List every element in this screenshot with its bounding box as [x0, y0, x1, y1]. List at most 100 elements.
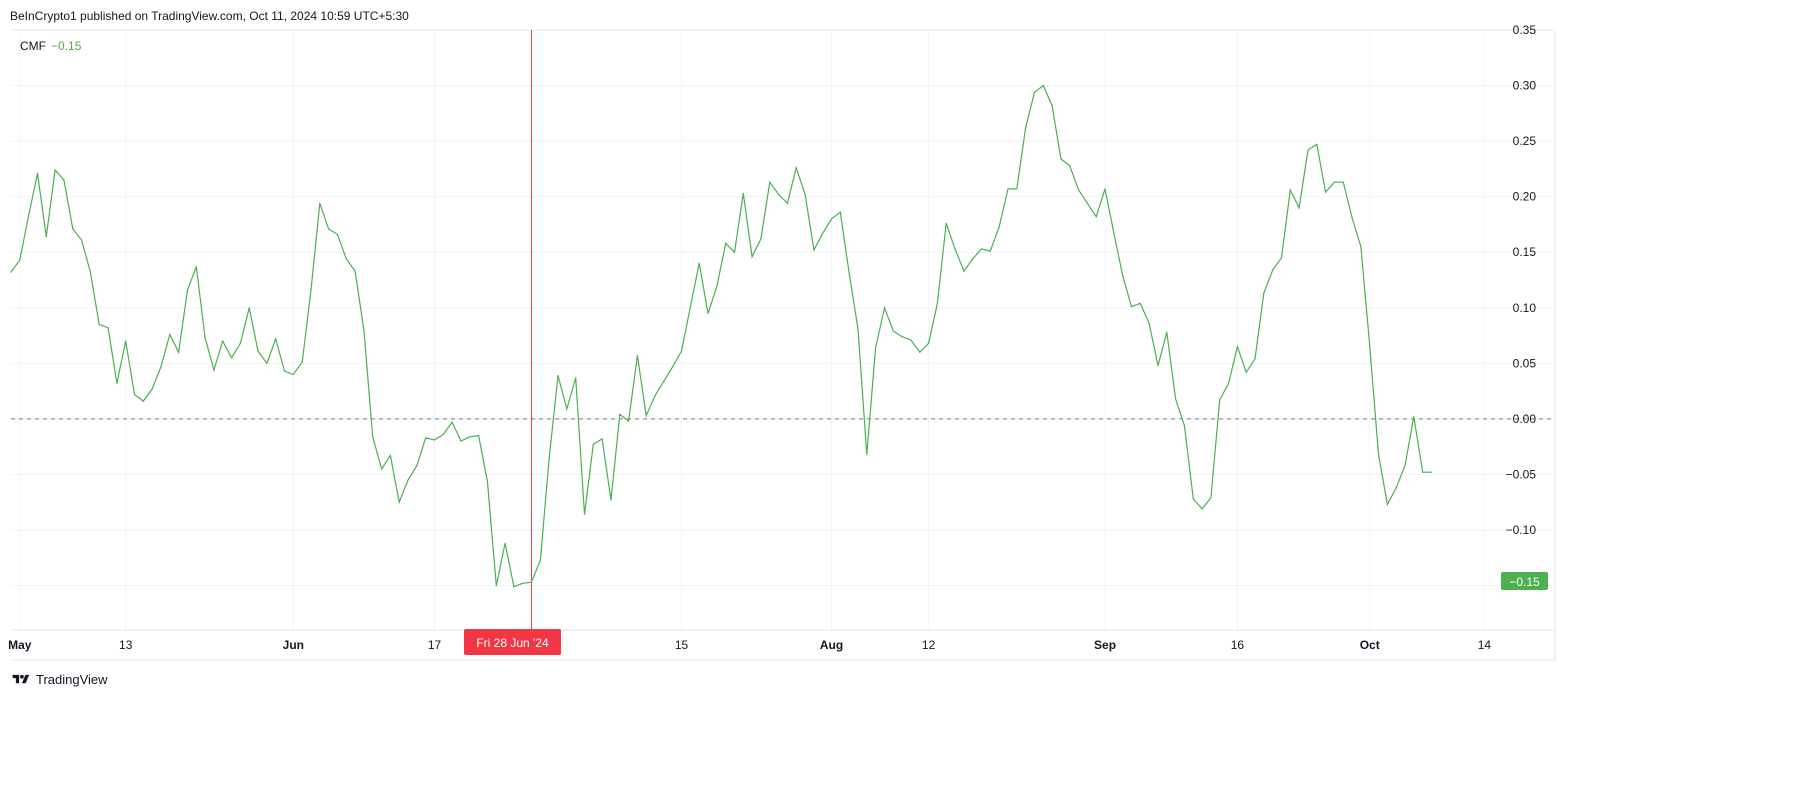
cmf-data-point — [469, 436, 471, 438]
cmf-data-point — [442, 433, 444, 435]
cmf-data-point — [266, 362, 268, 364]
cmf-data-point — [1192, 498, 1194, 500]
cmf-data-point — [1095, 216, 1097, 218]
cmf-data-point — [875, 347, 877, 349]
cmf-series-line — [10, 84, 1432, 588]
cmf-data-point — [398, 501, 400, 503]
cmf-data-point — [1413, 416, 1415, 418]
cmf-data-point — [178, 351, 180, 353]
cmf-data-point — [663, 380, 665, 382]
cmf-data-point — [1042, 85, 1044, 87]
cmf-data-point — [195, 266, 197, 268]
cmf-data-point — [372, 436, 374, 438]
cmf-data-point — [1236, 346, 1238, 348]
cmf-data-point — [760, 238, 762, 240]
cmf-data-point — [1245, 371, 1247, 373]
cmf-data-point — [160, 366, 162, 368]
y-tick-label: 0.15 — [1513, 245, 1537, 259]
cmf-data-point — [857, 328, 859, 330]
cmf-data-point — [1360, 246, 1362, 248]
cmf-data-point — [10, 271, 12, 273]
cmf-data-point — [1210, 497, 1212, 499]
cmf-data-point — [1386, 503, 1388, 505]
cmf-data-point — [548, 457, 550, 459]
cmf-data-point — [81, 239, 83, 241]
cmf-data-point — [557, 375, 559, 377]
cmf-data-point — [566, 408, 568, 410]
cmf-data-point — [910, 339, 912, 341]
cmf-data-point — [1369, 345, 1371, 347]
cmf-data-point — [1422, 471, 1424, 473]
cmf-data-point — [778, 193, 780, 195]
cmf-data-point — [989, 250, 991, 252]
cmf-data-point — [1060, 158, 1062, 160]
cmf-data-points — [10, 85, 1433, 588]
cmf-data-point — [133, 393, 136, 395]
x-tick-label: May — [8, 638, 32, 652]
cmf-data-point — [72, 228, 74, 230]
cmf-data-point — [151, 388, 153, 390]
cmf-data-point — [283, 370, 286, 372]
cmf-data-point — [716, 286, 718, 288]
cmf-data-point — [1263, 292, 1265, 294]
cmf-data-point — [89, 271, 91, 273]
cmf-data-point — [980, 248, 983, 250]
cmf-data-point — [363, 329, 365, 331]
cmf-data-point — [125, 340, 127, 342]
cmf-data-point — [1183, 425, 1185, 427]
cmf-data-point — [407, 479, 409, 481]
cmf-data-point — [619, 413, 621, 415]
cmf-data-point — [28, 215, 30, 217]
cmf-data-point — [1033, 91, 1036, 93]
cmf-data-point — [1069, 165, 1071, 167]
cmf-chart[interactable]: 0.35 0.30 0.25 0.20 0.15 0.10 0.05 0.00 −0.05 −0.… — [0, 0, 1568, 690]
cmf-data-point — [169, 333, 171, 335]
cmf-data-point — [972, 258, 974, 260]
cmf-data-point — [319, 202, 321, 204]
cmf-data-point — [1342, 181, 1344, 183]
cmf-data-point — [239, 342, 241, 344]
cmf-data-point — [1130, 306, 1133, 308]
cmf-data-point — [1016, 188, 1018, 190]
axis-frame — [11, 29, 1556, 661]
grid — [11, 29, 1555, 630]
cmf-data-point — [107, 327, 109, 329]
legend-indicator-name: CMF — [20, 39, 46, 53]
x-tick-label: 17 — [428, 638, 442, 652]
cmf-data-point — [575, 377, 577, 379]
cmf-data-point — [601, 438, 603, 440]
x-tick-label: 13 — [119, 638, 133, 652]
cmf-data-point — [892, 330, 894, 332]
last-value-badge-label: −0.15 — [1509, 575, 1540, 589]
cmf-data-point — [592, 443, 594, 445]
cmf-data-point — [98, 323, 100, 325]
cmf-data-point — [1254, 358, 1256, 360]
cmf-data-point — [248, 307, 250, 309]
cmf-data-point — [680, 350, 683, 352]
tradingview-brand[interactable]: TradingView — [10, 670, 108, 688]
cmf-data-point — [522, 582, 524, 584]
cmf-data-point — [689, 306, 692, 308]
cmf-data-point — [328, 228, 330, 230]
x-tick-label: Aug — [820, 638, 843, 652]
crosshair-date-badge: Fri 28 Jun '24 — [464, 629, 561, 655]
cmf-data-point — [610, 499, 612, 501]
tradingview-brand-name: TradingView — [36, 671, 108, 687]
cmf-data-point — [954, 248, 956, 250]
cmf-data-point — [460, 440, 462, 442]
cmf-data-point — [707, 312, 709, 314]
cmf-data-point — [1316, 143, 1318, 145]
cmf-data-point — [425, 437, 427, 439]
cmf-data-point — [769, 181, 771, 183]
cmf-data-point — [495, 585, 497, 587]
cmf-data-point — [36, 172, 39, 174]
cmf-data-point — [945, 222, 947, 224]
y-tick-label: 0.30 — [1513, 79, 1537, 93]
cmf-data-point — [804, 193, 806, 195]
cmf-data-point — [963, 270, 965, 272]
cmf-data-point — [213, 369, 215, 371]
cmf-data-point — [1166, 331, 1168, 333]
cmf-data-point — [478, 435, 480, 437]
cmf-data-point — [275, 338, 277, 340]
cmf-data-point — [345, 258, 347, 260]
